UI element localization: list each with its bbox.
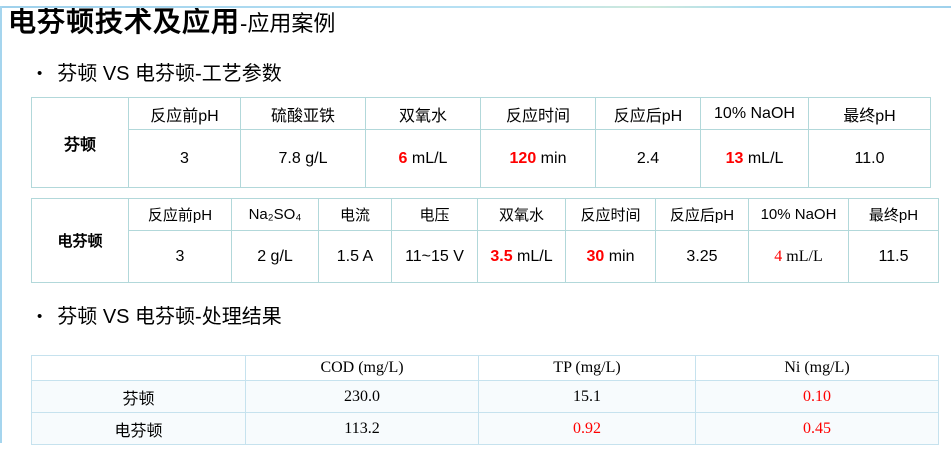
bullet-process-params: 芬顿 VS 电芬顿-工艺参数 xyxy=(37,62,951,88)
value-black: min xyxy=(604,247,635,265)
value-cell: 0.92 xyxy=(478,412,696,445)
value-red: 6 xyxy=(398,149,408,167)
header-row: COD (mg/L) TP (mg/L) Ni (mg/L) xyxy=(31,355,939,381)
column-header: Ni (mg/L) xyxy=(695,355,939,381)
result-row-fenton: 芬顿 230.0 15.1 0.10 xyxy=(31,380,939,413)
row-label-fenton: 芬顿 xyxy=(31,97,129,188)
value-cell: 11.0 xyxy=(808,129,931,188)
value-cell: 0.10 xyxy=(695,380,939,413)
row-label: 电芬顿 xyxy=(31,412,246,445)
value-cell: 120 min xyxy=(480,129,596,188)
column-header-empty xyxy=(31,355,246,381)
value-black: 230.0 xyxy=(344,387,380,405)
value-black: 2 g/L xyxy=(257,247,293,265)
value-cell: 230.0 xyxy=(245,380,479,413)
left-accent-line xyxy=(0,6,2,443)
value-black: 11.5 xyxy=(878,247,909,265)
value-black: 11~15 V xyxy=(405,247,464,265)
value-black: mL/L xyxy=(782,247,823,265)
value-cell: 0.45 xyxy=(695,412,939,445)
value-cell: 1.5 A xyxy=(318,230,392,283)
column-header: Na₂SO₄ xyxy=(231,198,319,231)
value-black: 3.25 xyxy=(686,247,718,265)
column-header: 最终pH xyxy=(848,198,939,231)
electro-fenton-process-table: 电芬顿 反应前pH Na₂SO₄ 电流 电压 双氧水 反应时间 反应后pH 10… xyxy=(31,198,939,283)
value-black: mL/L xyxy=(512,247,553,265)
page-title-main: 电芬顿技术及应用 xyxy=(8,6,241,37)
column-header: 10% NaOH xyxy=(700,97,809,130)
value-black: mL/L xyxy=(743,149,784,167)
value-red: 30 xyxy=(586,247,605,265)
bullet-treatment-results: 芬顿 VS 电芬顿-处理结果 xyxy=(37,305,951,331)
column-header: 反应后pH xyxy=(655,198,749,231)
value-red: 0.10 xyxy=(803,387,831,405)
value-black: 1.5 A xyxy=(336,247,374,265)
column-header: 反应前pH xyxy=(128,198,232,231)
fenton-process-table: 芬顿 反应前pH 硫酸亚铁 双氧水 反应时间 反应后pH 10% NaOH 最终… xyxy=(31,97,931,188)
header-row: 电芬顿 反应前pH Na₂SO₄ 电流 电压 双氧水 反应时间 反应后pH 10… xyxy=(31,198,939,283)
value-black: 7.8 g/L xyxy=(278,149,328,167)
row-label: 芬顿 xyxy=(31,380,246,413)
value-black: 15.1 xyxy=(573,387,601,405)
column-header: 电流 xyxy=(318,198,392,231)
value-cell: 30 min xyxy=(565,230,656,283)
value-cell: 11.5 xyxy=(848,230,939,283)
value-cell: 7.8 g/L xyxy=(240,129,366,188)
value-red: 13 xyxy=(725,149,744,167)
column-header: 硫酸亚铁 xyxy=(240,97,366,130)
row-label-electro-fenton: 电芬顿 xyxy=(31,198,129,283)
value-cell: 3.5 mL/L xyxy=(477,230,566,283)
value-cell: 13 mL/L xyxy=(700,129,809,188)
value-cell: 4 mL/L xyxy=(748,230,849,283)
results-table: COD (mg/L) TP (mg/L) Ni (mg/L) 芬顿 230.0 … xyxy=(31,355,939,445)
value-black: 3 xyxy=(175,247,185,265)
top-accent-line xyxy=(0,6,951,8)
column-header: TP (mg/L) xyxy=(478,355,696,381)
value-red: 120 xyxy=(509,149,537,167)
column-header: 反应前pH xyxy=(128,97,241,130)
value-black: mL/L xyxy=(407,149,448,167)
column-header: 双氧水 xyxy=(477,198,566,231)
value-black: 3 xyxy=(180,149,189,167)
value-black: 11.0 xyxy=(854,149,885,167)
value-red: 4 xyxy=(774,247,783,265)
data-row: 3 7.8 g/L 6 mL/L 120 min 2.4 13 mL/L 11.… xyxy=(32,129,931,188)
value-cell: 11~15 V xyxy=(391,230,478,283)
value-red: 3.5 xyxy=(490,247,513,265)
column-header: COD (mg/L) xyxy=(245,355,479,381)
value-cell: 2.4 xyxy=(595,129,701,188)
value-red: 0.45 xyxy=(803,419,831,437)
value-red: 0.92 xyxy=(573,419,601,437)
column-header: 反应时间 xyxy=(480,97,596,130)
column-header: 电压 xyxy=(391,198,478,231)
value-cell: 3 xyxy=(128,230,232,283)
value-cell: 3.25 xyxy=(655,230,749,283)
value-black: 113.2 xyxy=(344,419,380,437)
column-header: 双氧水 xyxy=(365,97,481,130)
page-title: 电芬顿技术及应用-应用案例 xyxy=(8,6,951,43)
value-black: 2.4 xyxy=(636,149,660,167)
value-cell: 15.1 xyxy=(478,380,696,413)
column-header: 反应时间 xyxy=(565,198,656,231)
value-cell: 113.2 xyxy=(245,412,479,445)
column-header: 反应后pH xyxy=(595,97,701,130)
page-title-suffix: -应用案例 xyxy=(240,11,336,36)
value-cell: 3 xyxy=(128,129,241,188)
data-row: 3 2 g/L 1.5 A 11~15 V 3.5 mL/L 30 min 3.… xyxy=(32,230,939,283)
header-row: 芬顿 反应前pH 硫酸亚铁 双氧水 反应时间 反应后pH 10% NaOH 最终… xyxy=(31,97,931,188)
value-black: min xyxy=(536,149,567,167)
result-row-electro-fenton: 电芬顿 113.2 0.92 0.45 xyxy=(31,412,939,445)
column-header: 10% NaOH xyxy=(748,198,849,231)
value-cell: 2 g/L xyxy=(231,230,319,283)
slide: { "header": { "title": "电芬顿技术及应用", "subt… xyxy=(0,6,951,467)
column-header: 最终pH xyxy=(808,97,931,130)
value-cell: 6 mL/L xyxy=(365,129,481,188)
